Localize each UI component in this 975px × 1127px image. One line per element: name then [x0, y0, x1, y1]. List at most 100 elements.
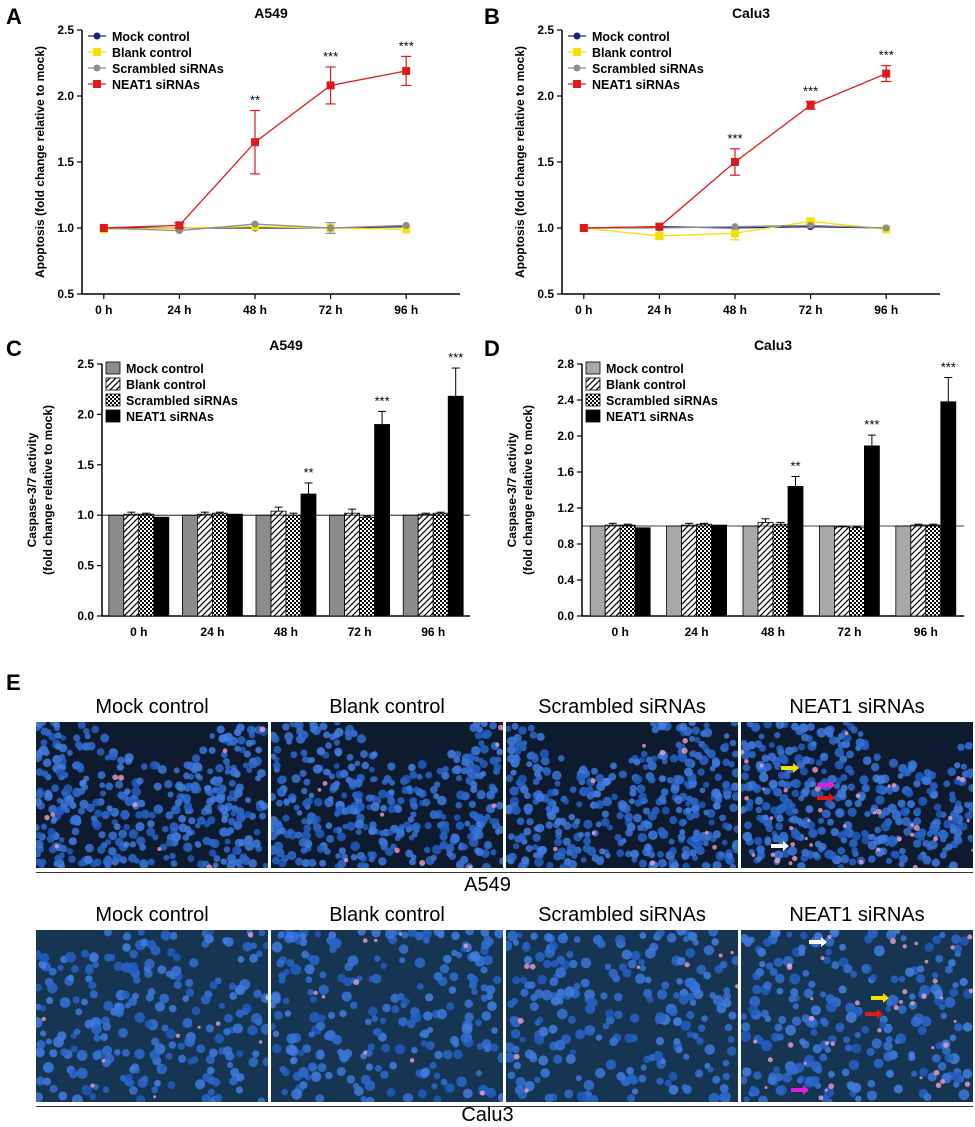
cell-nucleus — [348, 778, 357, 787]
cell-nucleus — [583, 819, 593, 829]
x-tick-label: 24 h — [200, 625, 224, 639]
apoptotic-spot — [419, 860, 426, 866]
apoptotic-spot — [913, 824, 920, 831]
apoptotic-spot — [902, 989, 908, 995]
y-tick-label: 0.5 — [537, 287, 554, 301]
cell-nucleus — [314, 931, 322, 938]
micrograph-image — [271, 930, 503, 1102]
cell-nucleus — [271, 793, 277, 802]
cell-nucleus — [136, 836, 146, 846]
cell-nucleus — [584, 989, 595, 1001]
panel-letter-e: E — [6, 670, 21, 695]
cell-nucleus — [316, 844, 325, 853]
cell-nucleus — [510, 1028, 521, 1039]
cell-nucleus — [44, 792, 53, 801]
cell-nucleus — [352, 1082, 360, 1090]
cell-nucleus — [871, 1038, 882, 1049]
cell-nucleus — [439, 964, 450, 974]
cell-nucleus — [102, 1022, 111, 1031]
cell-nucleus — [165, 1028, 176, 1039]
cell-nucleus — [226, 860, 236, 868]
y-tick-label: 1.0 — [537, 221, 554, 235]
data-point — [655, 231, 664, 240]
cell-nucleus — [524, 807, 533, 815]
cell-nucleus — [364, 1018, 372, 1026]
apoptotic-spot — [935, 1082, 942, 1089]
cell-nucleus — [337, 859, 347, 868]
cell-nucleus — [159, 1065, 168, 1073]
cell-nucleus — [769, 968, 778, 976]
apoptotic-spot — [899, 999, 903, 1004]
apoptotic-spot — [649, 860, 655, 866]
cell-nucleus — [949, 988, 959, 997]
cell-nucleus — [685, 947, 696, 958]
cell-nucleus — [741, 1022, 751, 1032]
cell-nucleus — [888, 758, 899, 768]
cell-nucleus — [911, 1070, 918, 1077]
cell-nucleus — [59, 997, 71, 1008]
cell-nucleus — [207, 1088, 215, 1096]
cell-nucleus — [473, 829, 484, 840]
apoptotic-spot — [842, 824, 847, 828]
apoptotic-spot — [824, 1040, 830, 1046]
cell-nucleus — [420, 1040, 428, 1047]
cell-nucleus — [838, 985, 847, 994]
apoptotic-spot — [157, 846, 162, 851]
cell-nucleus — [389, 1061, 398, 1070]
cell-nucleus — [743, 939, 752, 947]
legend-label: Mock control — [126, 362, 204, 376]
cell-nucleus — [229, 790, 236, 797]
cell-nucleus — [638, 959, 645, 966]
cell-nucleus — [233, 820, 243, 830]
cell-nucleus — [58, 1091, 68, 1101]
cell-nucleus — [298, 838, 308, 847]
legend-swatch — [105, 361, 121, 375]
cell-nucleus — [272, 1030, 280, 1038]
cell-nucleus — [756, 846, 764, 854]
cell-nucleus — [456, 1076, 467, 1088]
cell-nucleus — [773, 762, 781, 770]
cell-nucleus — [213, 1093, 223, 1102]
cell-nucleus — [763, 762, 772, 771]
apoptotic-spot — [812, 766, 819, 773]
cell-nucleus — [630, 950, 641, 961]
apoptotic-spot — [684, 962, 690, 968]
cell-nucleus — [761, 754, 770, 763]
cell-nucleus — [92, 820, 102, 831]
cell-nucleus — [753, 836, 763, 846]
cell-nucleus — [629, 1013, 640, 1023]
apoptotic-spot — [321, 995, 326, 999]
cell-nucleus — [619, 804, 626, 810]
cell-nucleus — [39, 953, 50, 963]
cell-nucleus — [48, 845, 57, 854]
cell-nucleus — [509, 786, 519, 796]
cell-nucleus — [907, 800, 915, 809]
cell-nucleus — [338, 847, 346, 855]
cell-nucleus — [327, 937, 337, 947]
cell-nucleus — [127, 797, 135, 805]
cell-nucleus — [917, 834, 925, 842]
legend-label: NEAT1 siRNAs — [126, 410, 214, 424]
cell-nucleus — [401, 931, 409, 939]
significance-label: *** — [448, 350, 463, 365]
cell-nucleus — [964, 801, 971, 808]
legend-swatch — [105, 393, 121, 407]
cell-nucleus — [461, 758, 469, 767]
apoptotic-spot — [498, 724, 503, 731]
cell-nucleus — [685, 807, 692, 814]
micrograph-image — [506, 722, 738, 868]
cell-nucleus — [485, 937, 494, 946]
cell-nucleus — [312, 764, 323, 774]
cell-nucleus — [279, 1065, 287, 1073]
cell-nucleus — [926, 844, 933, 851]
data-point — [731, 229, 739, 238]
cell-nucleus — [640, 750, 648, 758]
cell-nucleus — [483, 841, 493, 850]
apoptotic-spot — [967, 934, 973, 940]
apoptotic-spot — [132, 802, 138, 808]
cell-nucleus — [368, 975, 376, 983]
cell-nucleus — [806, 722, 815, 731]
bar — [108, 514, 125, 617]
cell-nucleus — [638, 792, 647, 802]
cell-nucleus — [235, 783, 244, 792]
